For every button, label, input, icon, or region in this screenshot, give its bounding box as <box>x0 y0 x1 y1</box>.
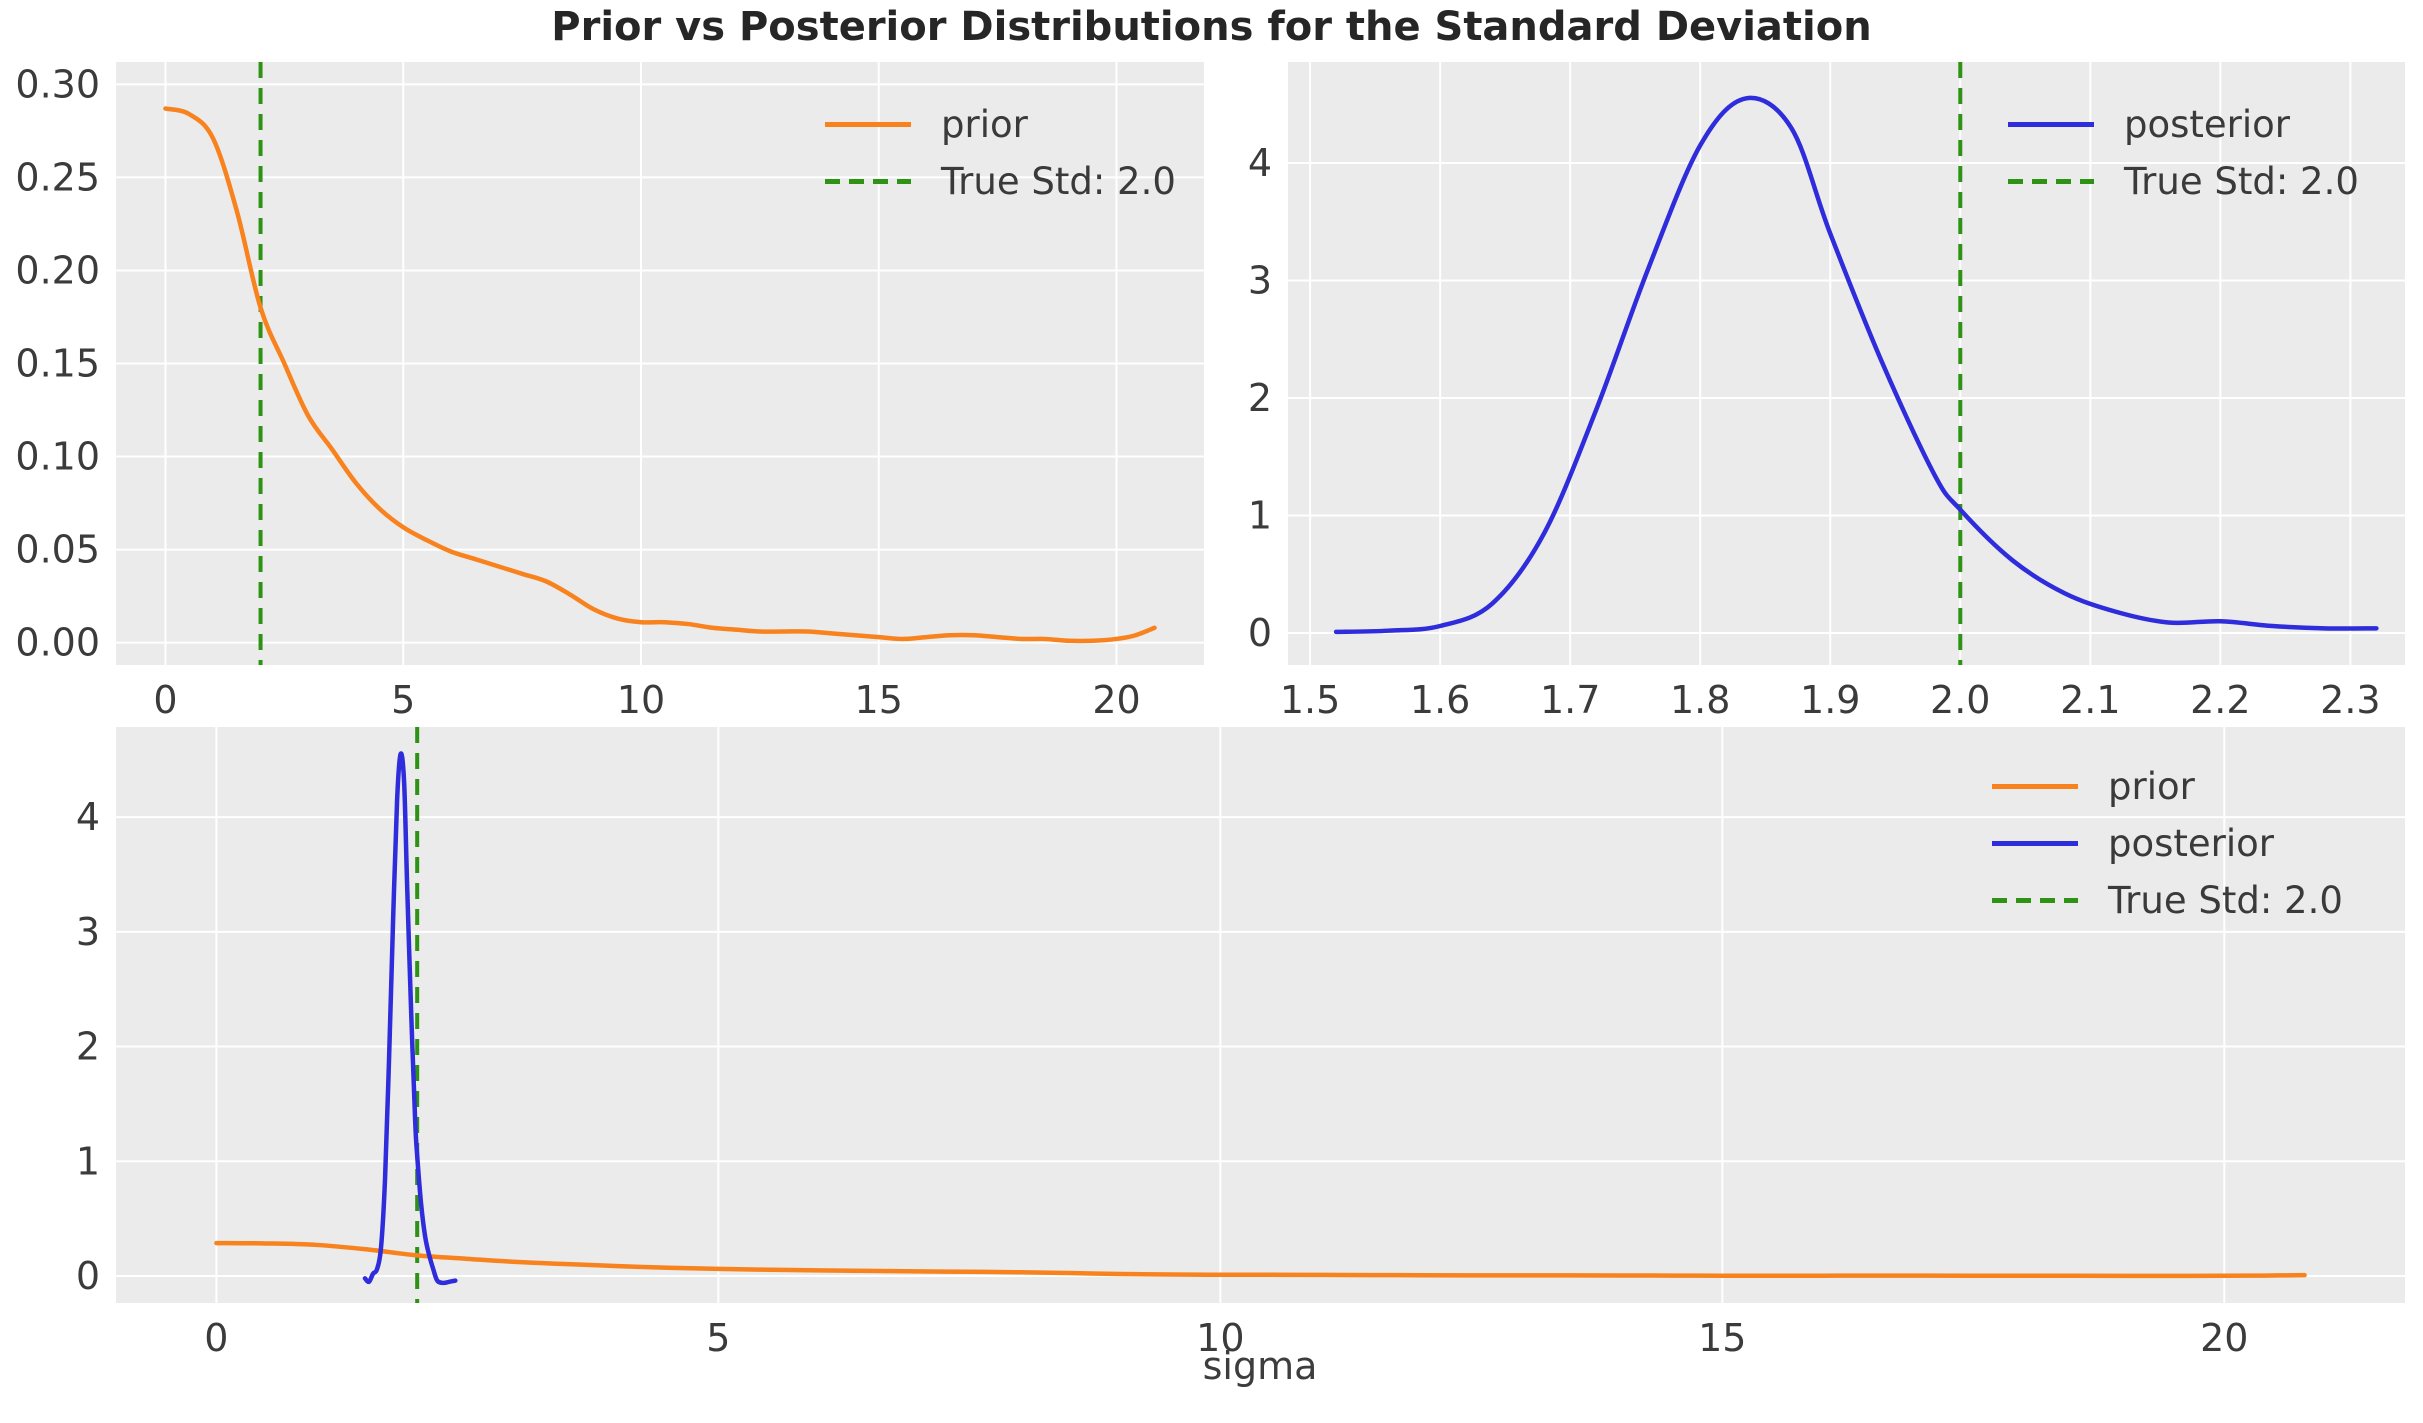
x-tick-label: 2.1 <box>2060 678 2120 722</box>
x-tick-label: 15 <box>1698 1316 1746 1360</box>
posterior-curve-posterior-plot <box>1333 95 2379 635</box>
y-tick-label: 0.15 <box>15 342 100 386</box>
y-tick-label: 0 <box>76 1254 100 1298</box>
x-tick-label: 10 <box>617 678 665 722</box>
legend-label: True Std: 2.0 <box>2124 160 2359 203</box>
y-tick-label: 1 <box>1248 494 1272 538</box>
x-axis-label: sigma <box>1202 1344 1318 1388</box>
x-tick-label: 1.7 <box>1540 678 1600 722</box>
legend-item-prior: prior <box>1992 758 2343 815</box>
x-tick-label: 20 <box>2200 1316 2248 1360</box>
line-sample-icon <box>1992 784 2078 789</box>
legend-label: posterior <box>2124 103 2291 146</box>
legend-label: prior <box>2108 765 2195 808</box>
legend-label: prior <box>941 103 1028 146</box>
x-tick-label: 15 <box>855 678 903 722</box>
x-tick-label: 1.8 <box>1670 678 1730 722</box>
x-tick-label: 1.6 <box>1410 678 1470 722</box>
dashed-line-sample-icon <box>825 179 911 184</box>
x-tick-label: 2.3 <box>2320 678 2380 722</box>
x-tick-label: 20 <box>1092 678 1140 722</box>
x-tick-label: 0 <box>204 1316 228 1360</box>
gridlines-combined-plot <box>116 727 2405 1303</box>
y-tick-label: 0.25 <box>15 155 100 199</box>
y-tick-label: 0.10 <box>15 435 100 479</box>
y-tick-label: 0.05 <box>15 528 100 572</box>
x-tick-label: 10 <box>1196 1316 1244 1360</box>
x-tick-label: 1.5 <box>1280 678 1340 722</box>
y-tick-label: 0.30 <box>15 62 100 106</box>
legend-item-posterior: posterior <box>2008 96 2359 153</box>
x-tick-label: 2.2 <box>2190 678 2250 722</box>
line-sample-icon <box>2008 122 2094 127</box>
tick-labels-posterior-plot: 1.5 1.6 1.7 1.8 1.9 2.0 2.1 2.2 2.3 0 1 2 3 4 <box>1248 141 2381 722</box>
legend-posterior-plot: posterior True Std: 2.0 <box>2008 96 2359 210</box>
line-sample-icon <box>1992 841 2078 846</box>
tick-labels-combined-plot: 0 5 10 15 20 0 1 2 3 4 <box>76 795 2249 1360</box>
legend-label: posterior <box>2108 822 2275 865</box>
y-tick-label: 0.20 <box>15 248 100 292</box>
x-tick-label: 1.9 <box>1800 678 1860 722</box>
y-tick-label: 4 <box>1248 141 1272 185</box>
legend-label: True Std: 2.0 <box>941 160 1176 203</box>
legend-item-true-std-2-0: True Std: 2.0 <box>825 153 1176 210</box>
y-tick-label: 3 <box>76 910 100 954</box>
dashed-line-sample-icon <box>1992 898 2078 903</box>
y-tick-label: 2 <box>1248 376 1272 420</box>
prior-curve-combined-plot <box>214 1240 2307 1279</box>
legend-prior-plot: prior True Std: 2.0 <box>825 96 1176 210</box>
y-tick-label: 3 <box>1248 259 1272 303</box>
posterior-curve-combined-plot <box>362 751 458 1286</box>
legend-label: True Std: 2.0 <box>2108 879 2343 922</box>
line-sample-icon <box>825 122 911 127</box>
x-tick-label: 5 <box>706 1316 730 1360</box>
y-tick-label: 0.00 <box>15 621 100 665</box>
y-tick-label: 4 <box>76 795 100 839</box>
legend-combined-plot: prior posterior True Std: 2.0 <box>1992 758 2343 929</box>
x-tick-label: 0 <box>153 678 177 722</box>
axes-background-combined-plot <box>116 727 2405 1303</box>
x-tick-label: 2.0 <box>1930 678 1990 722</box>
dashed-line-sample-icon <box>2008 179 2094 184</box>
gridlines-prior-plot <box>116 62 1204 665</box>
y-tick-label: 0 <box>1248 611 1272 655</box>
x-tick-label: 5 <box>391 678 415 722</box>
prior-curve-prior-plot <box>163 106 1157 644</box>
y-tick-label: 2 <box>76 1025 100 1069</box>
figure-title: Prior vs Posterior Distributions for the… <box>551 4 1872 50</box>
legend-item-posterior: posterior <box>1992 815 2343 872</box>
legend-item-true-std-2-0: True Std: 2.0 <box>2008 153 2359 210</box>
legend-item-true-std-2-0: True Std: 2.0 <box>1992 872 2343 929</box>
legend-item-prior: prior <box>825 96 1176 153</box>
tick-labels-prior-plot: 0 5 10 15 20 0.00 0.05 0.10 0.15 0.20 0.25 0.30 <box>15 62 1140 722</box>
y-tick-label: 1 <box>76 1139 100 1183</box>
